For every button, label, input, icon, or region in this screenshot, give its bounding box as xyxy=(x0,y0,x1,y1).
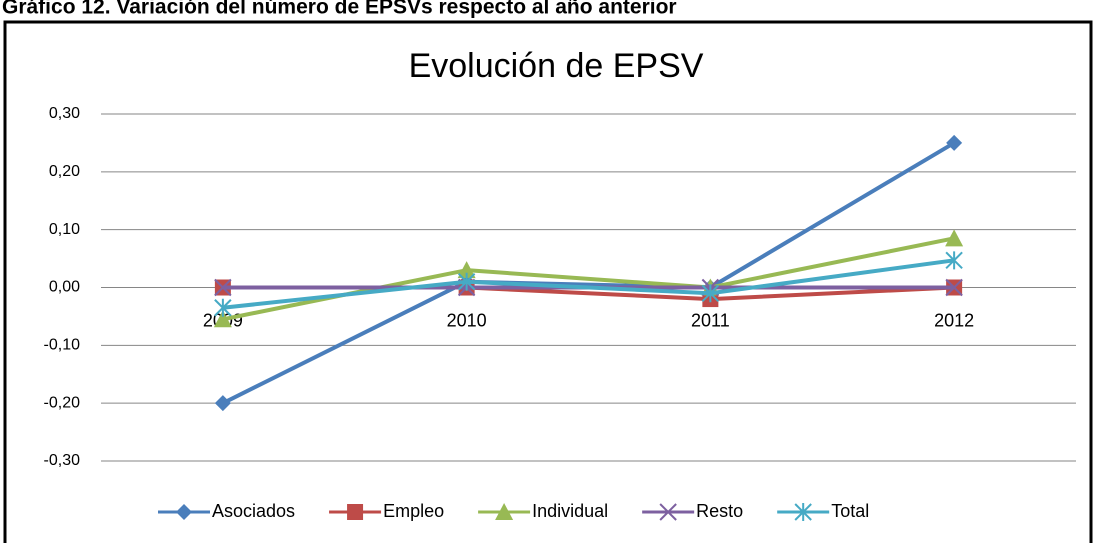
marker-shape xyxy=(213,310,232,328)
marker-shape xyxy=(794,503,812,521)
marker-shape xyxy=(176,504,192,520)
marker xyxy=(945,278,963,297)
marker-shape xyxy=(214,298,232,317)
marker xyxy=(214,298,232,317)
page-header: Gráfico 12. Variación del número de EPSV… xyxy=(2,0,677,19)
marker xyxy=(347,504,364,520)
legend-label: Empleo xyxy=(383,501,444,521)
marker xyxy=(946,134,963,151)
marker-shape xyxy=(457,261,476,279)
marker-shape xyxy=(457,272,476,291)
x-tick-label: 2012 xyxy=(934,310,974,330)
marker xyxy=(457,272,476,291)
y-tick-label: 0,30 xyxy=(49,105,80,122)
marker-shape xyxy=(347,504,364,520)
marker-shape xyxy=(701,284,720,303)
marker xyxy=(945,229,964,247)
marker xyxy=(945,251,963,270)
marker xyxy=(794,503,812,521)
marker-shape xyxy=(945,251,963,270)
y-tick-label: 0,10 xyxy=(49,221,80,238)
marker-shape xyxy=(495,503,514,520)
marker xyxy=(495,503,514,520)
y-tick-label: -0,20 xyxy=(44,394,81,411)
marker-shape xyxy=(214,395,231,412)
legend-label: Asociados xyxy=(212,501,295,521)
y-tick-label: -0,30 xyxy=(44,452,81,469)
legend-label: Individual xyxy=(532,501,608,521)
chart-title: Evolución de EPSV xyxy=(409,47,704,85)
marker xyxy=(659,503,677,521)
marker-shape xyxy=(945,278,963,297)
x-tick-label: 2011 xyxy=(691,310,730,330)
marker xyxy=(701,284,720,303)
marker-shape xyxy=(214,278,232,297)
legend-label: Resto xyxy=(696,501,743,521)
y-tick-label: -0,10 xyxy=(44,337,81,354)
y-tick-label: 0,20 xyxy=(49,163,80,180)
y-tick-label: 0,00 xyxy=(49,279,80,296)
marker xyxy=(214,395,231,412)
x-tick-label: 2010 xyxy=(447,310,487,330)
marker-shape xyxy=(945,229,964,247)
marker-shape xyxy=(946,134,963,151)
series-line xyxy=(222,258,955,310)
marker xyxy=(176,504,192,520)
marker xyxy=(213,310,232,328)
marker xyxy=(457,261,476,279)
legend-label: Total xyxy=(831,501,869,521)
marker xyxy=(214,278,232,297)
series-line xyxy=(221,141,956,405)
marker-shape xyxy=(659,503,677,521)
